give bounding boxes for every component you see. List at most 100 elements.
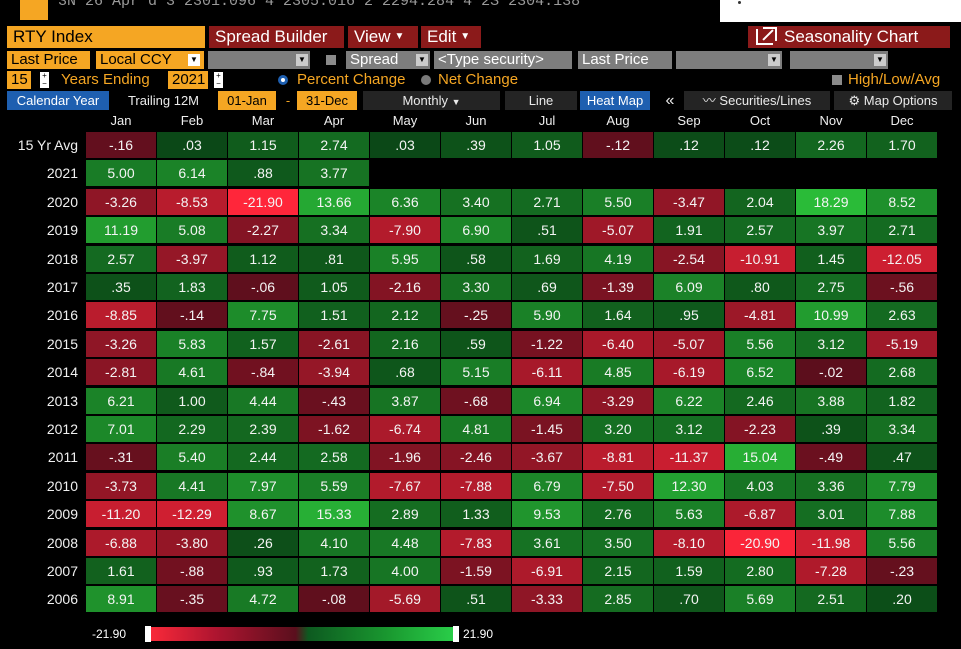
- heat-cell[interactable]: 4.44: [228, 387, 298, 414]
- heat-cell[interactable]: 3.50: [583, 529, 653, 556]
- heat-cell[interactable]: 7.01: [86, 416, 156, 442]
- heat-cell[interactable]: 3.34: [299, 217, 369, 244]
- heat-cell[interactable]: 1.12: [228, 245, 298, 272]
- heat-cell[interactable]: 4.10: [299, 529, 369, 556]
- heat-cell[interactable]: 5.59: [299, 472, 369, 499]
- heat-cell[interactable]: -6.19: [654, 359, 724, 386]
- heat-cell[interactable]: 15.33: [299, 501, 369, 528]
- heat-cell[interactable]: 1.45: [796, 245, 866, 272]
- view-menu-button[interactable]: View ▼: [348, 26, 418, 48]
- heat-cell[interactable]: 5.08: [157, 217, 227, 244]
- heat-cell[interactable]: .58: [441, 245, 511, 272]
- heat-cell[interactable]: 1.64: [583, 302, 653, 329]
- security-input[interactable]: RTY Index: [7, 26, 205, 48]
- heat-cell[interactable]: -4.81: [725, 302, 795, 329]
- heat-cell[interactable]: -1.59: [441, 558, 511, 584]
- blank-dropdown-icon-2[interactable]: ▼: [768, 54, 780, 66]
- net-change-label[interactable]: Net Change: [438, 71, 519, 88]
- heat-cell[interactable]: 1.61: [86, 558, 156, 584]
- blank-dropdown-icon-3[interactable]: ▼: [874, 54, 886, 66]
- heat-cell[interactable]: .59: [441, 330, 511, 357]
- seasonality-title-button[interactable]: Seasonality Chart: [748, 26, 950, 48]
- heat-cell[interactable]: 5.50: [583, 188, 653, 215]
- legend-right-handle[interactable]: [453, 626, 459, 642]
- heat-cell[interactable]: .47: [867, 444, 937, 471]
- heat-cell[interactable]: 6.36: [370, 188, 440, 215]
- heat-cell[interactable]: 3.12: [796, 330, 866, 357]
- spread-checkbox[interactable]: [326, 55, 336, 65]
- heat-cell[interactable]: .95: [654, 302, 724, 329]
- heat-cell[interactable]: -.31: [86, 444, 156, 471]
- heat-cell[interactable]: 2.57: [86, 245, 156, 272]
- heat-cell[interactable]: -6.11: [512, 359, 582, 386]
- heat-cell[interactable]: 5.56: [867, 529, 937, 556]
- end-year-input[interactable]: 2021: [168, 71, 208, 89]
- heat-cell[interactable]: 1.59: [654, 558, 724, 584]
- currency-dropdown-icon[interactable]: ▼: [188, 54, 200, 66]
- heat-cell[interactable]: 3.30: [441, 274, 511, 300]
- heat-cell[interactable]: .39: [796, 416, 866, 442]
- heat-cell[interactable]: -3.67: [512, 444, 582, 471]
- heat-cell[interactable]: 2.71: [512, 188, 582, 215]
- heat-cell[interactable]: -.84: [228, 359, 298, 386]
- years-input[interactable]: 15: [7, 71, 31, 89]
- heat-cell[interactable]: .20: [867, 586, 937, 613]
- heat-cell[interactable]: -1.39: [583, 274, 653, 300]
- heat-cell[interactable]: -5.07: [654, 330, 724, 357]
- heat-cell[interactable]: 6.79: [512, 472, 582, 499]
- heat-cell[interactable]: -5.19: [867, 330, 937, 357]
- heat-cell[interactable]: 4.81: [441, 416, 511, 442]
- map-options-button[interactable]: ⚙ Map Options: [834, 91, 952, 110]
- heat-cell[interactable]: 5.00: [86, 160, 156, 187]
- heat-cell[interactable]: 4.00: [370, 558, 440, 584]
- heat-cell[interactable]: 5.95: [370, 245, 440, 272]
- heat-cell[interactable]: 2.74: [299, 132, 369, 158]
- heat-cell[interactable]: -6.74: [370, 416, 440, 442]
- period-select[interactable]: Monthly ▼: [363, 91, 500, 110]
- heat-cell[interactable]: -5.69: [370, 586, 440, 613]
- heat-cell[interactable]: 4.03: [725, 472, 795, 499]
- heat-cell[interactable]: -7.67: [370, 472, 440, 499]
- heat-cell[interactable]: .12: [725, 132, 795, 158]
- heat-cell[interactable]: 2.44: [228, 444, 298, 471]
- heat-cell[interactable]: 1.69: [512, 245, 582, 272]
- heat-cell[interactable]: -1.22: [512, 330, 582, 357]
- securities-lines-button[interactable]: 〰 Securities/Lines: [684, 91, 830, 110]
- heat-cell[interactable]: 6.94: [512, 387, 582, 414]
- heat-cell[interactable]: -2.16: [370, 274, 440, 300]
- heat-cell[interactable]: .80: [725, 274, 795, 300]
- heat-cell[interactable]: -7.50: [583, 472, 653, 499]
- heat-cell[interactable]: -.08: [299, 586, 369, 613]
- heat-cell[interactable]: 1.00: [157, 387, 227, 414]
- legend-left-handle[interactable]: [145, 626, 151, 642]
- heat-cell[interactable]: 7.88: [867, 501, 937, 528]
- heat-cell[interactable]: 1.57: [228, 330, 298, 357]
- heat-cell[interactable]: -7.83: [441, 529, 511, 556]
- heat-cell[interactable]: -7.90: [370, 217, 440, 244]
- heat-cell[interactable]: -.49: [796, 444, 866, 471]
- heat-cell[interactable]: 3.20: [583, 416, 653, 442]
- heat-cell[interactable]: -6.40: [583, 330, 653, 357]
- high-low-avg-label[interactable]: High/Low/Avg: [848, 71, 941, 88]
- heat-cell[interactable]: 3.97: [796, 217, 866, 244]
- percent-change-radio[interactable]: [278, 75, 288, 85]
- heat-cell[interactable]: 2.51: [796, 586, 866, 613]
- heat-cell[interactable]: -21.90: [228, 188, 298, 215]
- heat-cell[interactable]: 7.79: [867, 472, 937, 499]
- heat-cell[interactable]: -3.29: [583, 387, 653, 414]
- heat-cell[interactable]: 5.63: [654, 501, 724, 528]
- heat-cell[interactable]: 2.15: [583, 558, 653, 584]
- end-date-input[interactable]: 31-Dec: [297, 91, 357, 110]
- heat-cell[interactable]: 2.29: [157, 416, 227, 442]
- heat-cell[interactable]: 9.53: [512, 501, 582, 528]
- heat-cell[interactable]: 2.04: [725, 188, 795, 215]
- heat-cell[interactable]: -.23: [867, 558, 937, 584]
- heat-cell[interactable]: -3.94: [299, 359, 369, 386]
- heat-cell[interactable]: -3.97: [157, 245, 227, 272]
- heat-cell[interactable]: -11.37: [654, 444, 724, 471]
- heat-cell[interactable]: 4.85: [583, 359, 653, 386]
- heat-cell[interactable]: 1.15: [228, 132, 298, 158]
- heat-cell[interactable]: 2.85: [583, 586, 653, 613]
- spread-builder-button[interactable]: Spread Builder: [209, 26, 344, 48]
- heat-cell[interactable]: -.88: [157, 558, 227, 584]
